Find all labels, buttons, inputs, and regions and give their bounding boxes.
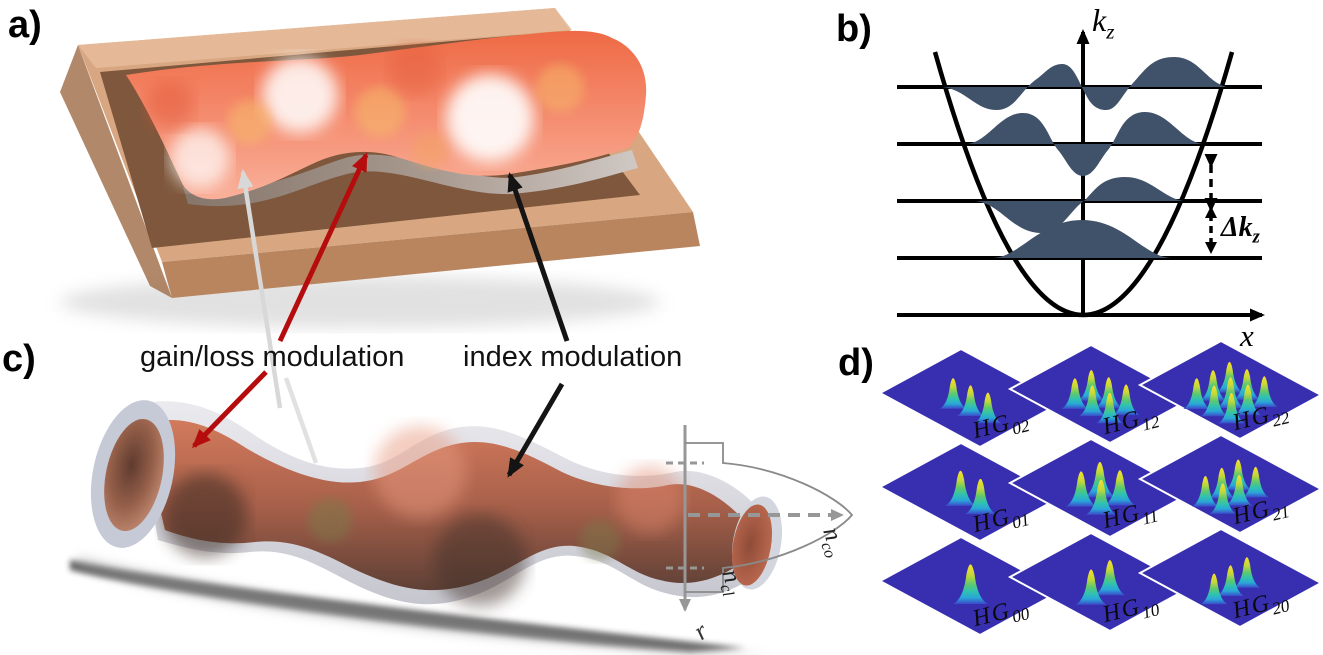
panel-a-slab-render [60,8,700,328]
x-axis-label: x [1240,318,1254,353]
hg-tile-20 [1137,527,1323,629]
gain-loss-arrow-up-red [277,152,369,343]
slab-top-band [78,8,572,68]
hg-tile-21 [1137,433,1323,535]
hg-tile-plane [1137,433,1323,535]
panel-letter-d: d) [838,342,874,384]
index-arrow-down-black [506,382,565,478]
kz-axis-label: kz [1092,2,1115,44]
gain-loss-arrow-down-red [191,370,268,449]
core-mottling [163,426,684,606]
panel-letter-b: b) [836,8,872,50]
mode-1 [975,177,1183,233]
parabolic-potential [932,51,1235,317]
panel-d-tiles [877,339,1323,637]
panel-letter-a: a) [8,4,42,46]
gain-loss-arrow-up-white [237,169,283,409]
gain-loss-modulation-label: gain/loss modulation [140,341,405,373]
panel-c-fiber-render [70,400,783,655]
panel-b-plot [897,29,1265,322]
mode-0 [993,220,1171,258]
sheet-modulation-spots [146,44,584,188]
mode-2 [967,112,1203,176]
sheet-underside-edge [183,150,638,207]
delta-kz-label: Δkz [1221,212,1260,247]
slab-front-face [162,212,700,298]
fiber-shadow [70,560,745,652]
index-arrow-up-black [507,172,570,342]
gain-loss-arrow-down-white [283,377,319,464]
hg-tile-22 [1137,339,1323,441]
slab-left-face [60,45,172,298]
mode-profiles [943,57,1227,258]
annotation-arrows [191,152,570,478]
index-profile-plot [666,425,854,612]
index-modulation-label: index modulation [463,341,683,373]
fiber-left-opening [104,418,164,532]
delta-kz-heads [1205,206,1217,254]
mode-3 [943,57,1227,110]
index-profile-curve [685,442,854,593]
panel-letter-c: c) [2,338,36,380]
